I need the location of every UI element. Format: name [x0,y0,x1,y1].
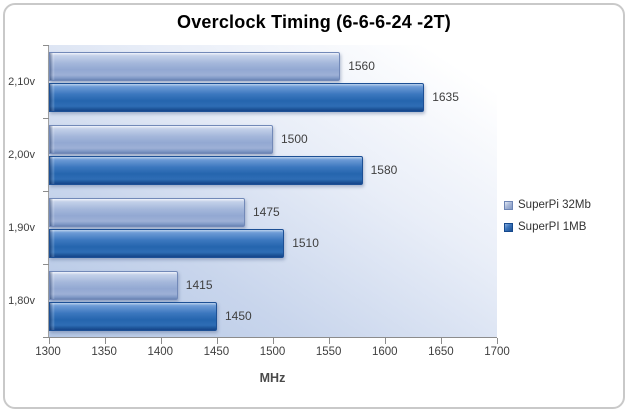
bar-value-label: 1510 [292,236,319,250]
bar-superpi-1mb-1-90v [49,228,285,258]
x-tick-mark [161,338,162,344]
bar-superpi-32mb-2-00v [49,124,273,154]
x-tick-mark [441,338,442,344]
y-tick-mark [43,264,49,265]
x-tick-mark [217,338,218,344]
bar-value-label: 1450 [225,309,252,323]
plot-area: 1560 1635 1500 1580 1475 1510 1415 1450 [43,45,498,344]
x-tick-label-1650: 1650 [428,346,454,358]
x-tick-label-1700: 1700 [484,346,510,358]
bar-group-1-80v: 1415 1450 [49,264,497,337]
x-tick-mark [105,338,106,344]
bar-row: 1475 [49,197,497,227]
x-tick-label-1400: 1400 [147,346,174,358]
bar-superpi-1mb-2-00v [49,155,363,185]
bar-superpi-32mb-1-90v [49,197,245,227]
x-tick-label-1350: 1350 [91,346,117,358]
bar-superpi-1mb-2-10v [49,82,425,112]
bar-superpi-32mb-2-10v [49,51,341,81]
bar-row: 1635 [49,82,497,112]
x-tick-label-1500: 1500 [259,346,286,358]
x-tick-label-1600: 1600 [371,346,398,358]
bar-group-2-00v: 1500 1580 [49,118,497,191]
bar-row: 1415 [49,270,497,300]
x-tick-label-1450: 1450 [203,346,230,358]
bar-value-label: 1560 [348,59,375,73]
bar-value-label: 1500 [281,132,308,146]
legend-marker-icon [504,200,513,210]
bar-value-label: 1635 [432,90,459,104]
bar-value-label: 1475 [253,205,280,219]
legend-item-superpi-1mb: SuperPI 1MB [504,221,622,233]
bar-row: 1560 [49,51,497,81]
bar-row: 1500 [49,124,497,154]
bar-value-label: 1415 [185,278,213,292]
x-axis-title: MHz [259,371,286,385]
y-tick-mark [43,118,49,119]
y-tick-label-2-00v: 2,00v [8,148,35,161]
x-tick-mark [329,338,330,344]
bar-row: 1580 [49,155,497,185]
bar-row: 1450 [49,301,497,331]
bar-superpi-1mb-1-80v [49,301,217,331]
x-axis-tick-labels: 1300 1350 1400 1450 1500 1550 1600 1650 1700 [35,346,510,360]
x-tick-mark [385,338,386,344]
x-tick-mark [49,338,50,344]
bar-value-label: 1580 [370,163,398,177]
x-tick-label-1300: 1300 [35,346,61,358]
chart-title: Overclock Timing (6-6-6-24 -2T) [177,12,451,32]
legend: SuperPi 32Mb SuperPI 1MB [504,199,622,243]
x-tick-label-1550: 1550 [315,346,342,358]
bar-superpi-32mb-1-80v [49,270,178,300]
legend-item-superpi-32mb: SuperPi 32Mb [504,199,622,211]
y-tick-mark [43,45,49,46]
bar-group-2-10v: 1560 1635 [49,45,497,118]
bars-container: 1560 1635 1500 1580 1475 1510 1415 1450 [49,45,497,337]
x-tick-mark [497,338,498,344]
y-tick-label-1-90v: 1,90v [8,222,35,235]
bar-group-1-90v: 1475 1510 [49,191,497,264]
y-axis-labels: 2,10v 2,00v 1,90v 1,80v [0,45,42,338]
x-tick-mark [273,338,274,344]
y-tick-mark [43,191,49,192]
legend-marker-icon [504,222,513,232]
y-tick-mark [43,337,49,338]
bar-row: 1510 [49,228,497,258]
y-tick-label-2-10v: 2,10v [8,75,35,88]
y-tick-label-1-80v: 1,80v [8,295,35,308]
legend-label: SuperPi 32Mb [518,199,591,211]
legend-label: SuperPI 1MB [518,221,587,233]
